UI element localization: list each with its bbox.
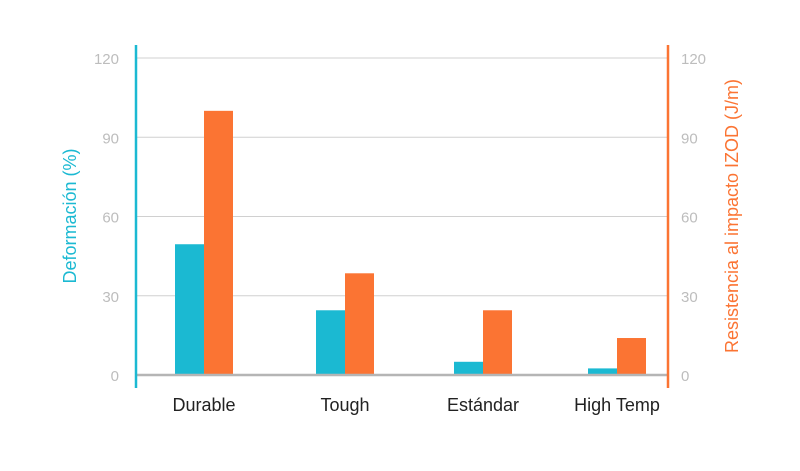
y-right-tick-label: 90 [681,130,698,147]
category-label: Estándar [447,395,519,415]
y-axis-left-label: Deformación (%) [60,148,80,283]
y-right-tick-label: 0 [681,368,689,385]
bar-resistencia [345,273,374,375]
bar-resistencia [204,110,233,375]
y-axis-right-label: Resistencia al impacto IZOD (J/m) [722,79,742,353]
y-right-tick-label: 120 [681,51,706,68]
category-label: Durable [172,395,235,415]
y-left-tick-label: 0 [111,368,119,385]
bar-deformacion [454,361,483,375]
bar-resistencia [483,310,512,375]
y-right-tick-label: 60 [681,210,698,227]
bar-deformacion [316,310,345,375]
y-right-tick-label: 30 [681,289,698,306]
y-left-tick-label: 90 [102,130,119,147]
bar-resistencia [617,338,646,375]
category-label: Tough [320,395,369,415]
bar-deformacion [588,368,617,375]
y-left-tick-label: 120 [94,51,119,68]
y-left-tick-label: 60 [102,210,119,227]
category-label: High Temp [574,395,660,415]
bar-deformacion [175,244,204,375]
y-left-tick-label: 30 [102,289,119,306]
